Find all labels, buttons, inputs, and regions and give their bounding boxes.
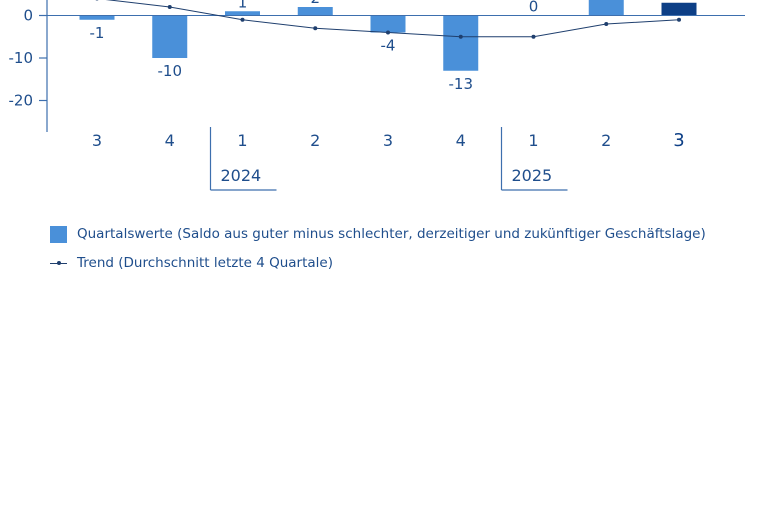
x-tick-label: 3	[92, 131, 102, 150]
x-tick-label: 3	[673, 130, 684, 151]
x-tick-label: 1	[528, 131, 538, 150]
trend-point	[677, 17, 681, 22]
bar-data-label: 1	[238, 0, 248, 11]
x-tick-label: 3	[383, 131, 393, 150]
bar-data-label: -1	[90, 24, 105, 42]
trend-point	[386, 30, 390, 35]
year-label: 2024	[221, 166, 262, 185]
trend-point	[240, 17, 245, 22]
trend-point	[458, 34, 463, 39]
trend-point	[95, 0, 99, 1]
chart: 0 -10 -20 -1 -10 1 2 -4 -13 0 3 4 1 2 3 4 1 2 3 2024 2025	[9, 0, 745, 191]
year-label: 2025	[512, 166, 553, 185]
x-tick-label: 1	[237, 131, 247, 150]
x-tick-label: 4	[456, 131, 466, 150]
y-tick-label: -10	[9, 49, 34, 67]
bar-data-label: -4	[381, 37, 396, 55]
bar-data-label: -13	[449, 75, 474, 93]
bar	[297, 7, 333, 16]
x-tick-label: 2	[310, 131, 320, 150]
trend-line	[105, 0, 680, 38]
bar	[661, 2, 697, 16]
legend-item-bars: Quartalswerte (Saldo aus guter minus sch…	[50, 224, 706, 244]
legend-bar-label: Quartalswerte (Saldo aus guter minus sch…	[77, 226, 706, 242]
bar	[152, 15, 188, 58]
legend: Quartalswerte (Saldo aus guter minus sch…	[50, 224, 706, 282]
y-tick-label: 0	[23, 7, 33, 25]
x-tick-label: 4	[165, 131, 175, 150]
bar-data-label: 2	[310, 0, 320, 7]
bar	[588, 0, 624, 16]
bar-data-label: -10	[158, 62, 183, 80]
bar	[370, 15, 406, 33]
trend-point	[313, 26, 318, 31]
trend-point	[167, 5, 172, 9]
legend-bar-swatch	[50, 225, 67, 243]
y-tick-label: -20	[9, 92, 34, 110]
legend-trend-label: Trend (Durchschnitt letzte 4 Quartale)	[77, 255, 333, 271]
bar	[225, 11, 260, 16]
bar-data-label: 0	[529, 0, 539, 16]
legend-trend-swatch	[50, 255, 67, 272]
x-tick-label: 2	[601, 131, 611, 150]
bar	[443, 15, 479, 71]
trend-point	[604, 22, 609, 26]
bar	[79, 15, 115, 20]
legend-item-trend: Trend (Durchschnitt letzte 4 Quartale)	[50, 253, 706, 273]
trend-point	[531, 34, 536, 39]
